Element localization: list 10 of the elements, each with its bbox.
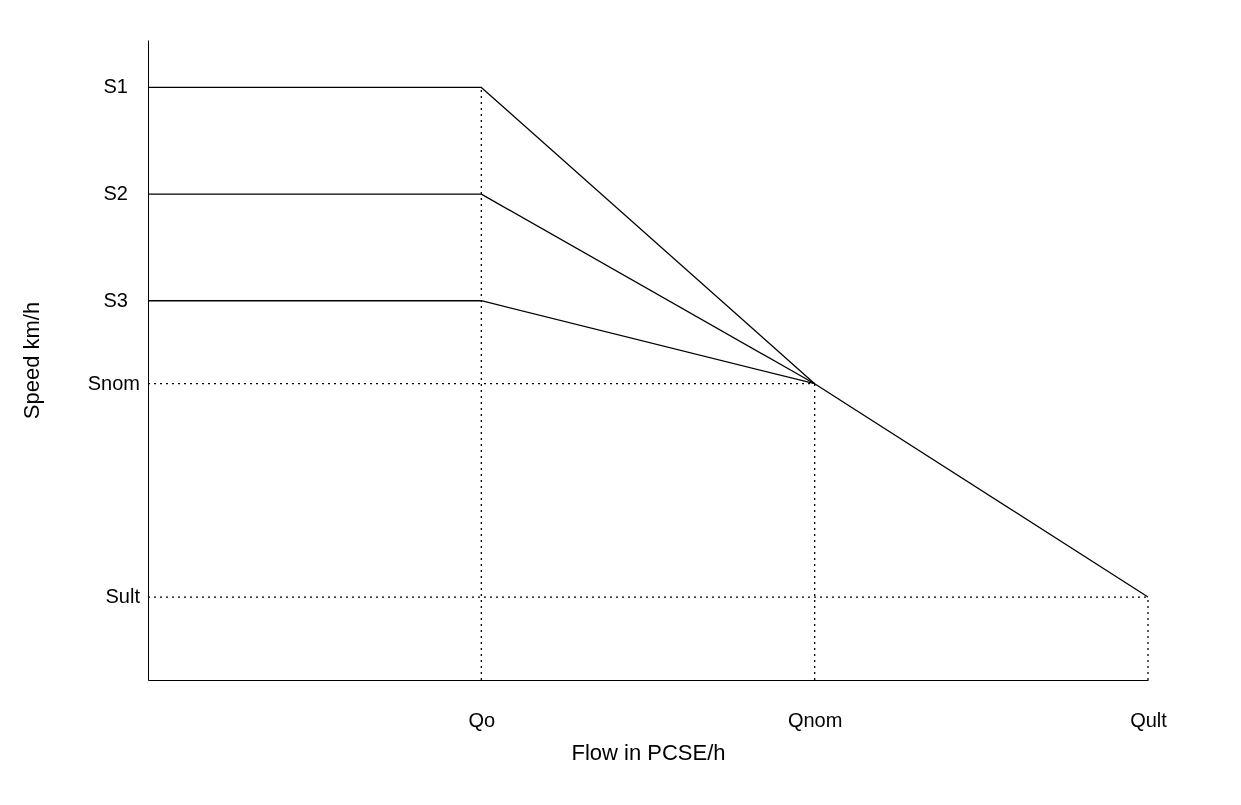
series-label: S1	[103, 75, 128, 98]
x-axis-title: Flow in PCSE/h	[571, 739, 726, 765]
x-tick-label: Qo	[468, 708, 496, 731]
series-label: S2	[103, 182, 128, 205]
x-tick-label: Qnom	[787, 708, 843, 731]
x-tick-label: Qult	[1130, 708, 1168, 731]
series-label: S3	[103, 288, 128, 311]
ref-line-label: Snom	[87, 371, 140, 394]
ref-line-label: Sult	[105, 585, 141, 608]
y-axis-title: Speed km/h	[18, 301, 44, 420]
